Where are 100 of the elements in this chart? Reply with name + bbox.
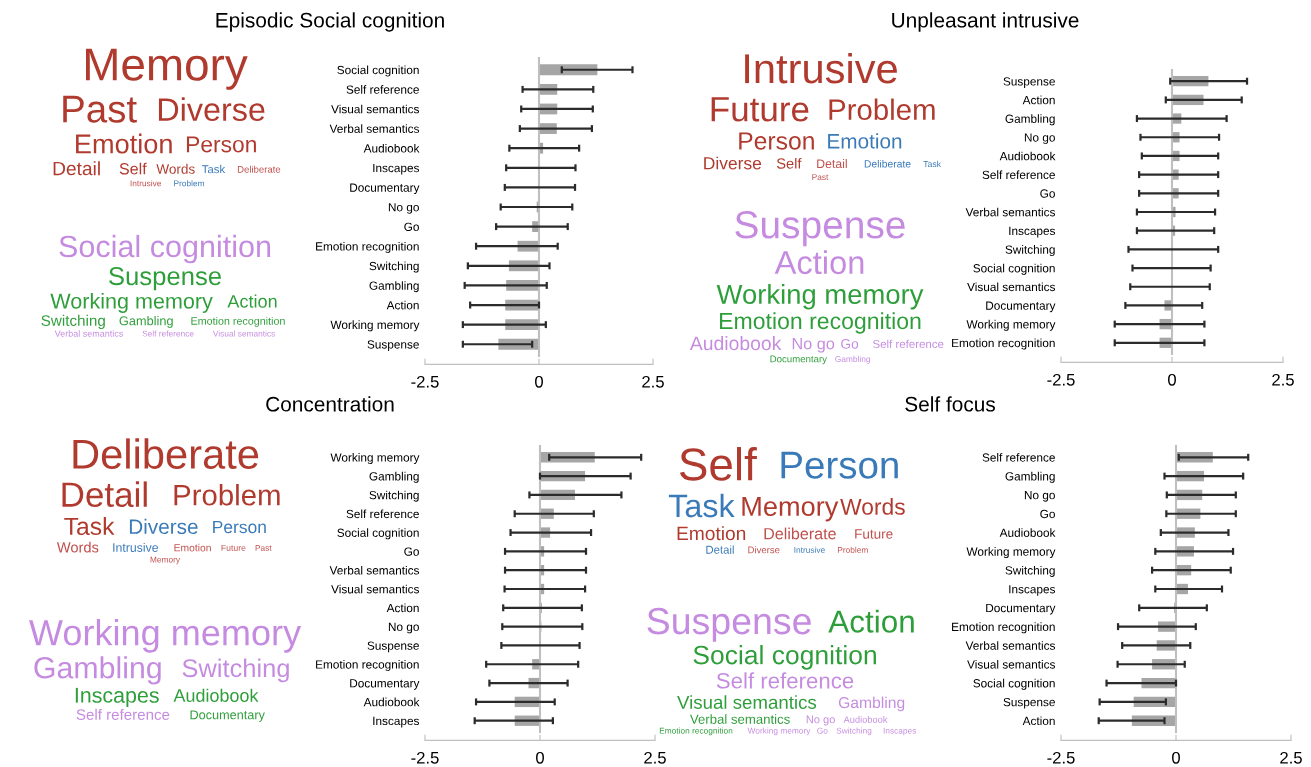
text: Emotion recognition: [720, 312, 921, 334]
y-tick-label: Self reference: [982, 453, 1055, 462]
text: Visual semantics: [677, 695, 817, 709]
text: Documentary: [190, 710, 265, 722]
y-tick-label: Working memory: [330, 453, 420, 465]
text: Past: [812, 174, 829, 181]
text: Past: [63, 95, 137, 123]
y-tick-label: Action: [1022, 95, 1055, 105]
y-tick-label: Verbal semantics: [329, 124, 420, 133]
x-tick-label: 2.5: [644, 751, 666, 764]
y-tick-label: Visual semantics: [967, 282, 1056, 292]
text: No go: [792, 338, 835, 353]
text: Audiobook: [843, 716, 888, 723]
x-tick-label: 2.5: [642, 375, 664, 388]
text: Working memory: [29, 618, 302, 653]
y-tick-label: Suspense: [1003, 697, 1055, 709]
y-tick-label: Visual semantics: [967, 659, 1056, 669]
y-tick-label: Go: [404, 222, 419, 231]
y-tick-label: Switching: [369, 490, 419, 502]
text: Detail: [53, 161, 100, 176]
text: Detail: [817, 159, 847, 169]
text: Emotion: [76, 133, 172, 154]
text: Self reference: [76, 708, 170, 720]
y-tick-label: Working memory: [966, 319, 1056, 331]
y-tick-label: Go: [404, 547, 419, 556]
y-tick-label: No go: [388, 622, 419, 634]
text: Inscapes: [883, 727, 917, 736]
text: Action: [227, 294, 277, 308]
text: Words: [56, 541, 99, 553]
text: Self reference: [873, 339, 944, 349]
y-tick-label: Social cognition: [973, 678, 1055, 690]
x-tick-label: 0: [535, 375, 543, 388]
text: Documentary: [770, 355, 827, 365]
y-tick-label: Action: [1022, 716, 1055, 726]
text: Gambling: [838, 696, 905, 712]
y-tick-label: Audiobook: [363, 697, 420, 707]
text: Deliberate: [864, 159, 911, 168]
x-tick-label: -2.5: [411, 751, 439, 764]
text: Self: [119, 162, 147, 175]
text: Self reference: [716, 672, 854, 689]
text: Social cognition: [693, 644, 876, 670]
y-tick-label: No go: [1024, 133, 1055, 144]
x-tick-label: 2.5: [1280, 751, 1302, 764]
text: Deliberate: [764, 527, 836, 540]
y-tick-label: Suspense: [1003, 77, 1055, 88]
text: Person: [213, 521, 266, 534]
text: Intrusive: [113, 542, 159, 552]
text: Audiobook: [173, 688, 259, 702]
text: Problem: [837, 546, 868, 553]
y-tick-label: Working memory: [330, 320, 420, 332]
y-tick-label: Action: [386, 300, 419, 310]
text: Action: [774, 250, 864, 275]
text: Diverse: [158, 97, 265, 122]
text: Emotion recognition: [659, 727, 733, 736]
y-tick-label: Action: [386, 603, 419, 613]
y-tick-label: Go: [1040, 509, 1055, 519]
text: Switching: [836, 727, 872, 736]
x-tick-label: 2.5: [1272, 373, 1294, 386]
x-tick-label: -2.5: [411, 375, 439, 388]
text: Working memory: [716, 283, 924, 310]
chart-title: Unpleasant intrusive: [892, 12, 1079, 32]
x-tick-label: -2.5: [1047, 751, 1075, 764]
chart-title: Concentration: [266, 396, 394, 412]
text: Emotion: [174, 543, 211, 552]
y-tick-label: Self reference: [982, 170, 1055, 180]
y-tick-label: Documentary: [986, 301, 1056, 313]
y-tick-label: Emotion recognition: [316, 659, 419, 671]
text: Diverse: [748, 546, 780, 554]
text: Audiobook: [689, 336, 782, 351]
text: Words: [840, 498, 905, 515]
y-tick-label: Inscapes: [1009, 226, 1056, 238]
y-tick-label: Switching: [1005, 565, 1055, 577]
y-tick-label: Gambling: [1005, 114, 1055, 126]
x-tick-label: 0: [536, 751, 544, 764]
text: Emotion: [677, 526, 746, 541]
text: No go: [806, 715, 835, 726]
text: Words: [156, 163, 195, 174]
y-tick-label: Go: [1040, 189, 1055, 198]
y-tick-label: Emotion recognition: [952, 338, 1055, 350]
text: Go: [841, 339, 859, 349]
text: Future: [711, 97, 809, 122]
text: Switching: [41, 314, 105, 329]
y-tick-label: Suspense: [367, 641, 419, 653]
annotation: Suspense: [647, 607, 811, 642]
text: Go: [817, 727, 828, 734]
text: Switching: [182, 658, 289, 683]
y-tick-label: Emotion recognition: [316, 241, 419, 253]
x-tick-label: -2.5: [1047, 373, 1075, 386]
text: Intrusive: [794, 546, 825, 553]
y-tick-label: Inscapes: [373, 163, 420, 175]
y-tick-label: Documentary: [350, 183, 420, 195]
text: Emotion recognition: [191, 316, 285, 327]
y-tick-label: Documentary: [350, 679, 420, 690]
y-tick-label: Social cognition: [973, 263, 1055, 275]
y-tick-label: Working memory: [966, 547, 1056, 559]
text: Intrusive: [745, 52, 897, 84]
x-tick-label: 0: [1168, 373, 1176, 386]
text: Future: [221, 544, 246, 551]
y-tick-label: Audiobook: [363, 143, 420, 153]
y-tick-label: Documentary: [986, 603, 1056, 615]
